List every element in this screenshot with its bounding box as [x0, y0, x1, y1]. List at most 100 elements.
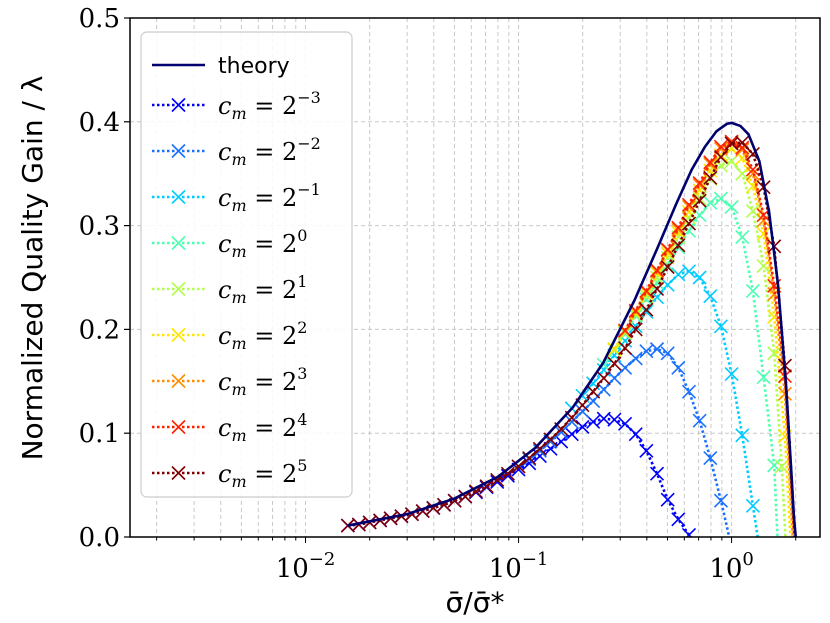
data-point-marker — [671, 220, 686, 235]
data-point-marker — [779, 541, 792, 554]
data-point-marker — [671, 267, 686, 282]
data-point-marker — [532, 441, 547, 456]
data-point-marker — [735, 140, 750, 155]
data-point-marker — [681, 527, 697, 537]
data-point-marker — [649, 466, 665, 481]
data-point-marker — [787, 541, 800, 554]
legend-series-label: cm = 21 — [218, 272, 307, 307]
data-point-marker — [596, 371, 611, 386]
data-point-marker — [618, 360, 633, 375]
x-tick-label: 100 — [709, 549, 754, 584]
legend-series-label: cm = 24 — [218, 410, 307, 445]
data-point-marker — [618, 341, 633, 356]
data-point-marker — [703, 289, 718, 304]
data-point-marker — [713, 493, 729, 508]
data-point-marker — [713, 139, 729, 154]
data-point-marker — [703, 170, 718, 185]
data-point-marker — [784, 541, 797, 554]
data-point-marker — [771, 541, 784, 554]
y-tick-label: 0.0 — [79, 523, 120, 553]
legend-series-label: cm = 22 — [218, 318, 307, 353]
data-point-marker — [713, 150, 729, 165]
data-point-marker — [735, 135, 750, 150]
legend-swatch-marker — [171, 189, 186, 205]
data-point-marker — [500, 466, 515, 481]
data-point-marker — [522, 451, 537, 466]
data-point-marker — [575, 419, 590, 435]
data-point-marker — [681, 216, 697, 231]
legend-series-label: cm = 20 — [218, 226, 307, 261]
data-point-marker — [639, 443, 654, 458]
data-point-marker — [692, 270, 707, 285]
series-line — [602, 197, 779, 537]
data-point-marker — [522, 456, 537, 471]
data-point-marker — [745, 283, 760, 299]
series-line — [613, 147, 792, 537]
legend-swatch-marker — [171, 419, 186, 435]
legend-theory-label: theory — [218, 54, 290, 79]
y-tick-label: 0.2 — [79, 315, 120, 345]
data-point-marker — [511, 459, 526, 474]
data-point-marker — [681, 384, 697, 399]
x-tick-label: 10−2 — [276, 549, 336, 584]
y-tick-label: 0.5 — [79, 4, 120, 34]
data-point-marker — [671, 512, 686, 527]
axis-ticks: 0.0 0.1 0.2 0.3 0.4 0.5 10−2 10−1 100 — [79, 4, 797, 584]
data-point-marker — [660, 346, 675, 361]
plot-frame — [129, 17, 821, 538]
x-tick-label: 10−1 — [489, 549, 549, 584]
data-point-marker — [671, 360, 686, 375]
y-axis-label: Normalized Quality Gain / λ — [16, 76, 49, 461]
data-point-marker — [745, 204, 760, 219]
legend-series-label: cm = 2−2 — [218, 134, 321, 169]
data-point-marker — [735, 229, 750, 245]
data-point-marker — [628, 427, 643, 442]
data-point-marker — [724, 154, 739, 169]
data-point-marker — [693, 541, 706, 554]
data-point-marker — [735, 428, 750, 443]
data-point-marker — [607, 356, 622, 371]
data-point-marker — [756, 370, 771, 385]
legend-series-label: cm = 2−1 — [218, 180, 321, 215]
data-point-marker — [724, 199, 739, 214]
data-point-marker — [789, 541, 802, 554]
data-point-marker — [713, 191, 729, 206]
legend-swatch-marker — [171, 281, 186, 297]
legend-swatch-marker — [171, 143, 186, 159]
legend-series-label: cm = 23 — [218, 364, 307, 399]
legend-swatch-marker — [171, 97, 186, 113]
y-tick-label: 0.3 — [79, 212, 120, 242]
data-point-marker — [756, 213, 771, 228]
data-point-marker — [713, 319, 729, 334]
data-point-marker — [692, 413, 707, 428]
legend-swatch-marker — [171, 235, 186, 251]
series-layer — [340, 121, 802, 554]
legend: theory cm = 2−3 cm = 2−2 cm = 2−1 cm = 20 cm … — [140, 31, 353, 498]
data-point-marker — [660, 260, 675, 275]
x-axis-label: σ̄/σ̄* — [446, 586, 505, 619]
legend-series-label: cm = 25 — [218, 456, 307, 491]
data-point-marker — [660, 242, 675, 257]
theory-line — [347, 121, 798, 537]
data-point-marker — [703, 451, 718, 466]
data-point-marker — [649, 342, 665, 357]
y-tick-label: 0.1 — [79, 419, 120, 449]
data-point-marker — [724, 366, 739, 382]
data-point-marker — [692, 193, 707, 208]
data-point-marker — [753, 541, 766, 554]
data-point-marker — [660, 492, 675, 507]
data-point-marker — [479, 479, 494, 494]
series-line — [623, 141, 795, 537]
y-tick-label: 0.4 — [79, 108, 120, 138]
data-point-marker — [586, 384, 601, 399]
data-point-marker — [745, 498, 760, 513]
data-point-marker — [681, 264, 697, 279]
data-point-marker — [671, 238, 686, 253]
data-point-marker — [639, 302, 654, 317]
data-point-marker — [692, 175, 707, 191]
series-line — [347, 417, 693, 537]
data-point-marker — [692, 183, 707, 198]
data-point-marker — [649, 263, 665, 278]
data-point-marker — [607, 412, 622, 427]
